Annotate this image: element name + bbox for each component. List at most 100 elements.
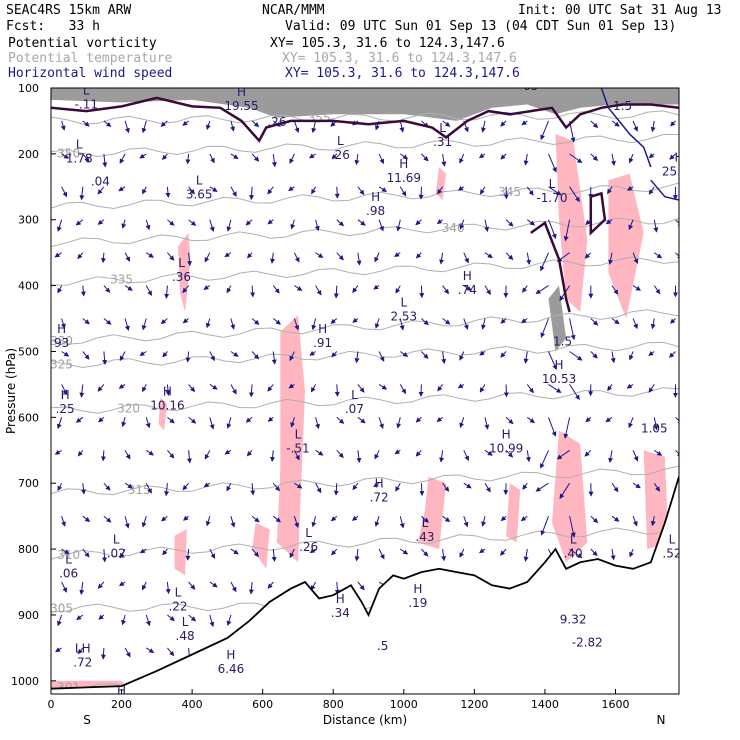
extremum-marker-27: L bbox=[305, 526, 312, 540]
wind-arrow-422 bbox=[629, 548, 634, 558]
wind-arrow-159 bbox=[248, 384, 254, 398]
extremum-marker-29: L bbox=[570, 533, 577, 547]
wind-arrow-347 bbox=[526, 384, 534, 394]
extremum-marker-11: H bbox=[463, 269, 472, 283]
wind-arrow-130 bbox=[203, 482, 211, 488]
wind-arrow-175 bbox=[267, 416, 274, 422]
extremum-marker-9: L bbox=[439, 121, 446, 135]
wind-arrow-132 bbox=[209, 548, 216, 559]
wind-arrow-180 bbox=[267, 581, 274, 589]
wind-arrow-107 bbox=[182, 285, 189, 294]
center-title: NCAR/MMM bbox=[262, 3, 325, 18]
wind-arrow-378 bbox=[559, 482, 571, 500]
wind-arrow-53 bbox=[118, 186, 126, 192]
wind-arrow-249 bbox=[378, 417, 384, 429]
wind-arrow-86 bbox=[162, 153, 168, 161]
x-tick-label-800: 800 bbox=[323, 698, 344, 711]
wind-arrow-168 bbox=[267, 186, 274, 195]
wind-arrow-60 bbox=[121, 417, 127, 428]
wind-arrow-65 bbox=[119, 581, 126, 587]
terrain-line bbox=[51, 476, 679, 690]
wind-arrow-289 bbox=[442, 318, 451, 325]
pv-shade-9 bbox=[552, 430, 588, 563]
wind-arrow-136 bbox=[230, 153, 239, 160]
wind-arrow-284 bbox=[441, 153, 447, 167]
wind-arrow-290 bbox=[441, 351, 447, 365]
wind-arrow-374 bbox=[569, 351, 583, 361]
wind-arrow-263 bbox=[399, 384, 407, 395]
wind-arrow-361 bbox=[548, 383, 562, 393]
extremum-marker-23: H bbox=[502, 427, 511, 441]
x-tick-label-0: 0 bbox=[48, 698, 55, 711]
wind-arrow-220 bbox=[336, 449, 344, 459]
wind-arrow-17 bbox=[82, 120, 90, 127]
wind-arrow-273 bbox=[415, 252, 422, 259]
wind-arrow-14 bbox=[61, 581, 67, 593]
x-tick-label-1000: 1000 bbox=[390, 698, 418, 711]
wind-arrow-170 bbox=[270, 252, 276, 264]
wind-arrow-117 bbox=[188, 614, 197, 622]
extremum-value-10: .36 bbox=[172, 270, 191, 284]
wind-arrow-67 bbox=[124, 647, 131, 658]
wind-arrow-46 bbox=[103, 515, 112, 523]
wind-arrow-122 bbox=[209, 219, 215, 232]
wind-arrow-22 bbox=[80, 285, 86, 297]
plot-frame bbox=[50, 87, 680, 695]
wind-arrow-241 bbox=[378, 153, 385, 165]
wind-arrow-49 bbox=[98, 614, 105, 620]
extremum-value-43: 65 bbox=[523, 79, 538, 93]
wind-arrow-279 bbox=[415, 449, 422, 457]
wind-arrow-431 bbox=[648, 384, 655, 393]
wind-arrow-425 bbox=[648, 186, 655, 195]
wind-arrow-274 bbox=[419, 285, 425, 299]
wind-arrow-199 bbox=[315, 252, 324, 258]
extremum-marker-20: H bbox=[61, 388, 70, 402]
wind-arrow-242 bbox=[378, 186, 387, 192]
wind-arrow-13 bbox=[61, 548, 70, 555]
wind-arrow-104 bbox=[188, 186, 195, 195]
wind-arrow-95 bbox=[167, 449, 175, 459]
wind-arrow-106 bbox=[186, 252, 192, 267]
wind-arrow-52 bbox=[119, 153, 126, 164]
wind-arrow-120 bbox=[209, 153, 215, 164]
wind-arrow-357 bbox=[540, 252, 549, 272]
wind-arrow-349 bbox=[525, 450, 531, 463]
wind-arrow-280 bbox=[419, 483, 425, 497]
wind-arrow-31 bbox=[79, 581, 85, 596]
y-tick-label-200: 200 bbox=[18, 148, 39, 161]
wind-arrow-111 bbox=[188, 416, 197, 424]
wind-arrow-18 bbox=[82, 153, 90, 162]
wind-arrow-57 bbox=[124, 318, 130, 332]
wind-arrow-419 bbox=[632, 450, 639, 462]
wind-arrow-256 bbox=[400, 153, 409, 160]
extremum-value-9: .31 bbox=[433, 135, 452, 149]
wind-arrow-376 bbox=[563, 417, 571, 439]
wind-arrow-116 bbox=[188, 581, 196, 590]
wind-arrow-207 bbox=[311, 516, 317, 528]
wind-arrow-139 bbox=[224, 252, 232, 258]
wind-arrow-7 bbox=[61, 351, 70, 357]
wind-arrow-227 bbox=[357, 186, 365, 196]
wind-arrow-343 bbox=[526, 252, 532, 266]
extremum-value-39: .72 bbox=[73, 655, 92, 669]
x-axis-label: Distance (km) bbox=[323, 713, 407, 727]
wind-arrow-351 bbox=[520, 515, 528, 522]
wind-arrow-387 bbox=[590, 318, 599, 326]
wind-arrow-174 bbox=[267, 384, 274, 392]
extremum-marker-8: H bbox=[371, 190, 380, 204]
wind-arrow-304 bbox=[459, 351, 465, 361]
wind-arrow-47 bbox=[102, 549, 107, 563]
wind-arrow-272 bbox=[415, 219, 422, 226]
wind-arrow-179 bbox=[271, 549, 277, 562]
wind-arrow-334 bbox=[505, 416, 514, 425]
wind-arrow-252 bbox=[374, 516, 380, 527]
wind-arrow-108 bbox=[182, 318, 189, 324]
wind-arrow-213 bbox=[336, 219, 345, 227]
wind-arrow-62 bbox=[124, 482, 133, 489]
extremum-value-3: 3.65 bbox=[186, 188, 213, 202]
wind-arrow-251 bbox=[373, 482, 380, 488]
wind-arrow-48 bbox=[97, 581, 105, 589]
wind-arrow-165 bbox=[248, 581, 254, 595]
wind-arrow-197 bbox=[311, 186, 317, 195]
wind-arrow-43 bbox=[98, 416, 105, 423]
